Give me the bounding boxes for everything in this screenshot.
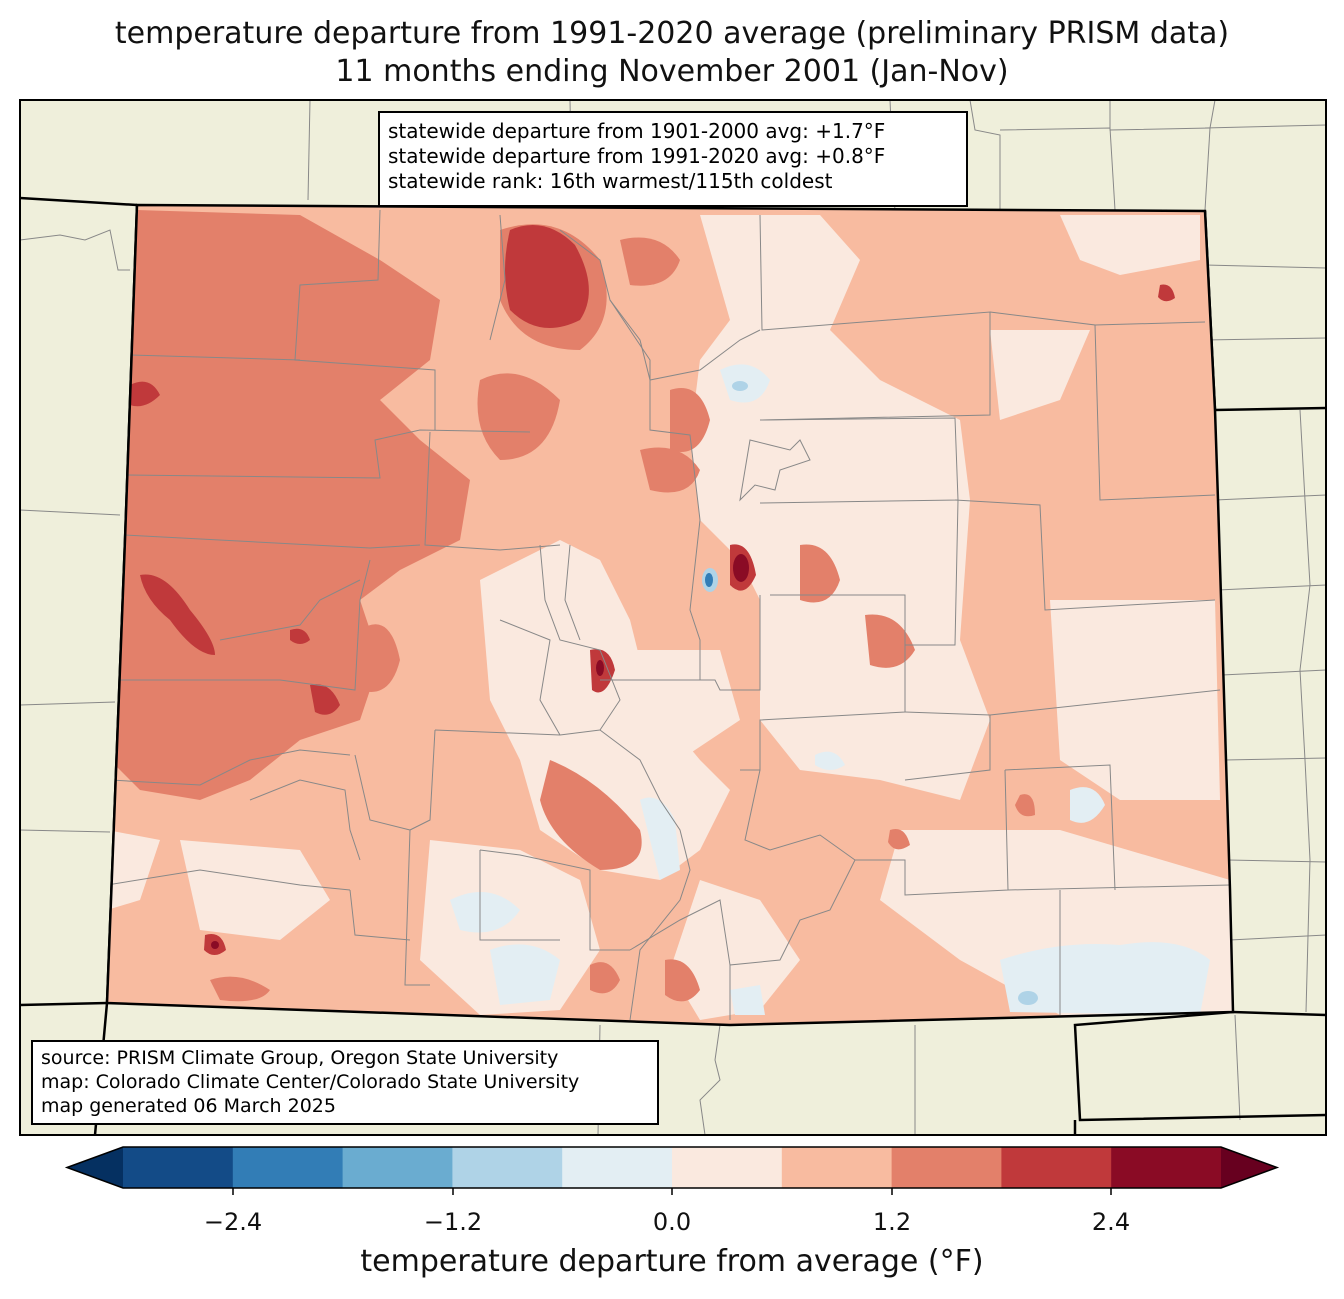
source-box: source: PRISM Climate Group, Oregon Stat…: [31, 1040, 659, 1125]
colorbar-label: temperature departure from average (°F): [360, 1244, 984, 1279]
source-line2: map: Colorado Climate Center/Colorado St…: [41, 1071, 580, 1093]
source-line1: source: PRISM Climate Group, Oregon Stat…: [41, 1047, 559, 1069]
colorbar-segment: [342, 1147, 453, 1188]
map-title-line1: temperature departure from 1991-2020 ave…: [114, 16, 1230, 51]
colorbar-extend-max: [1221, 1147, 1277, 1188]
colorbar-tick-4: 1.2: [872, 1208, 912, 1236]
colorbar-segment: [1001, 1147, 1112, 1188]
colorbar-segment: [452, 1147, 563, 1188]
stats-line1: statewide departure from 1901-2000 avg: …: [388, 119, 886, 143]
colorbar-segment: [672, 1147, 783, 1188]
map-title-line2: 11 months ending November 2001 (Jan-Nov): [335, 54, 1009, 89]
colorbar-segment: [232, 1147, 344, 1188]
colorbar-segment: [781, 1147, 893, 1188]
colorbar-extend-min: [67, 1147, 123, 1188]
colorbar-outline: [64, 1146, 1280, 1189]
colorbar-tick-3: 0.0: [652, 1208, 692, 1236]
colorbar-segment: [891, 1147, 1002, 1188]
colorbar-segment: [562, 1147, 673, 1188]
colorbar-tick-2: −1.2: [423, 1208, 483, 1236]
stats-line2: statewide departure from 1991-2020 avg: …: [388, 144, 886, 168]
statewide-stats-box: statewide departure from 1901-2000 avg: …: [378, 111, 968, 207]
colorbar-segment: [1111, 1147, 1222, 1188]
source-line3: map generated 06 March 2025: [41, 1095, 336, 1117]
map-frame: [19, 99, 1327, 1136]
temperature-contours: [107, 205, 1233, 1025]
colorbar-tick-1: −2.4: [203, 1208, 263, 1236]
colorbar-tick-5: 2.4: [1091, 1208, 1131, 1236]
colorado-border: [105, 203, 1235, 1027]
stats-line3: statewide rank: 16th warmest/115th colde…: [388, 169, 833, 193]
colorbar-segment: [123, 1147, 234, 1188]
